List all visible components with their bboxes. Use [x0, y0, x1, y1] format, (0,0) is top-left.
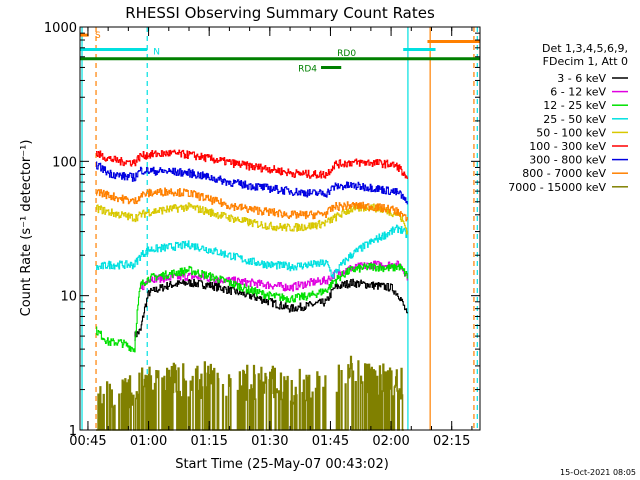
legend-label-2: 6 - 12 keV — [550, 86, 606, 99]
x-tick-label-4: 01:30 — [251, 434, 288, 449]
y-tick-label-1: 1 — [69, 424, 77, 439]
legend: Det 1,3,4,5,6,9,FDecim 1, Att 0 3 - 6 keV… — [508, 42, 628, 194]
x-axis-label: Start Time (25-May-07 00:43:02) — [175, 457, 389, 472]
plot-frame — [79, 26, 481, 431]
x-tick-label-1: 00:45 — [69, 434, 106, 449]
x-tick-label-2: 01:00 — [130, 434, 167, 449]
series-line-6 — [96, 149, 408, 179]
annotation-label-s: S — [95, 31, 101, 41]
x-tick-label-7: 02:15 — [433, 434, 470, 449]
x-tick-label-3: 01:15 — [190, 434, 227, 449]
annotation-label-rd4: RD4 — [298, 64, 317, 74]
legend-label-6: 100 - 300 keV — [529, 140, 606, 153]
legend-label-9: 7000 - 15000 keV — [508, 181, 606, 194]
series-line-8 — [96, 187, 408, 222]
x-tick-label-5: 01:45 — [312, 434, 349, 449]
series-line-3 — [96, 262, 408, 353]
legend-label-4: 25 - 50 keV — [543, 113, 606, 126]
chart-title: RHESSI Observing Summary Count Rates — [125, 4, 435, 22]
annotation-label-n: N — [153, 47, 160, 57]
x-tick-label-6: 02:00 — [372, 434, 409, 449]
legend-header-1: Det 1,3,4,5,6,9, — [542, 42, 628, 55]
series-line-4 — [96, 224, 408, 279]
series-line-9 — [96, 355, 404, 431]
axes: 1 10 100 1000 00:45 01:00 01:15 01:30 01:45 02:00… — [44, 21, 481, 449]
timestamp: 15-Oct-2021 08:05 — [560, 468, 636, 477]
y-tick-label-2: 10 — [60, 290, 77, 305]
legend-label-7: 300 - 800 keV — [529, 154, 606, 167]
legend-header-2: FDecim 1, Att 0 — [543, 55, 628, 68]
legend-label-3: 12 - 25 keV — [543, 99, 606, 112]
legend-label-1: 3 - 6 keV — [557, 72, 606, 85]
series-line-7 — [96, 161, 408, 205]
y-tick-label-3: 100 — [52, 155, 77, 170]
legend-label-5: 50 - 100 keV — [536, 126, 606, 139]
y-tick-label-4: 1000 — [44, 21, 77, 36]
annotation-label-rd0: RD0 — [337, 49, 356, 59]
y-axis-label: Count Rate (s⁻¹ detector⁻¹) — [19, 140, 34, 317]
series-line-1 — [134, 278, 408, 341]
legend-label-8: 800 - 7000 keV — [522, 167, 606, 180]
plot-area: S N RD0 RD4 — [80, 27, 480, 431]
